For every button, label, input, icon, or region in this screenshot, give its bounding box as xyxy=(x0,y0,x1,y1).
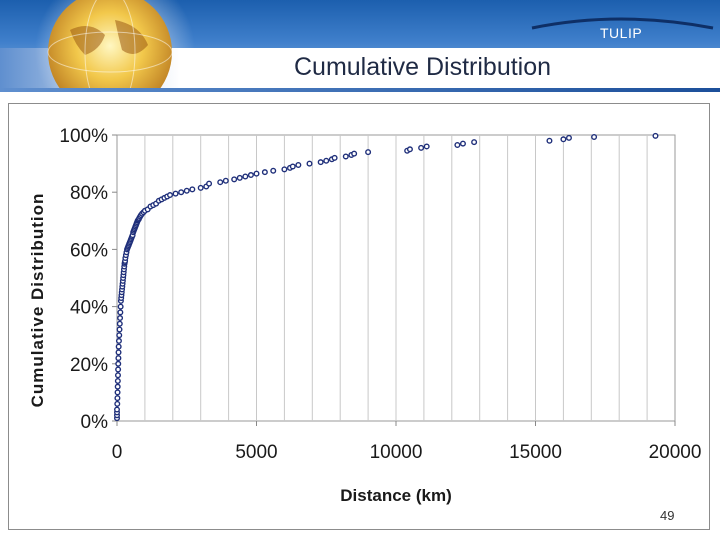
data-point xyxy=(418,144,425,151)
data-point xyxy=(114,377,121,384)
data-point xyxy=(242,173,249,180)
data-point xyxy=(206,180,213,187)
data-point xyxy=(167,192,174,199)
brand-swoosh xyxy=(531,17,714,30)
data-point xyxy=(183,187,190,194)
y-tick-label: 100% xyxy=(59,126,108,147)
data-point xyxy=(116,320,123,327)
data-point xyxy=(560,136,567,143)
y-tick-label: 20% xyxy=(70,355,108,376)
data-point xyxy=(342,153,349,160)
data-point xyxy=(115,366,122,373)
data-point xyxy=(289,163,296,170)
data-point xyxy=(331,154,338,161)
y-tick-label: 60% xyxy=(70,240,108,261)
globe-icon xyxy=(35,0,195,92)
data-point xyxy=(116,326,123,333)
data-point xyxy=(253,170,260,177)
data-point xyxy=(115,349,122,356)
data-point xyxy=(323,157,330,164)
data-point xyxy=(114,389,121,396)
cdf-chart: Cumulative Distribution Distance (km) 0%… xyxy=(28,126,702,505)
data-point xyxy=(114,372,121,379)
data-point xyxy=(423,143,430,150)
x-tick-label: 0 xyxy=(112,442,123,463)
data-point xyxy=(652,132,659,139)
data-point xyxy=(546,137,553,144)
data-point xyxy=(261,169,268,176)
y-tick-label: 80% xyxy=(70,183,108,204)
slide-header: TULIP Cumulative Distribution xyxy=(0,0,720,92)
data-point xyxy=(117,315,124,322)
data-point xyxy=(459,140,466,147)
data-point xyxy=(115,360,122,367)
x-axis-title: Distance (km) xyxy=(340,486,451,505)
data-point xyxy=(565,134,572,141)
y-axis-title: Cumulative Distribution xyxy=(28,193,47,408)
data-point xyxy=(231,176,238,183)
y-tick-label: 0% xyxy=(81,412,109,433)
data-point xyxy=(197,184,204,191)
data-point xyxy=(247,172,254,179)
data-point xyxy=(406,146,413,153)
brand-label: TULIP xyxy=(600,25,643,41)
header-divider xyxy=(0,88,720,92)
page-number: 49 xyxy=(660,508,675,523)
data-point xyxy=(116,332,123,339)
data-point xyxy=(115,337,122,344)
data-point xyxy=(117,303,124,310)
data-point xyxy=(178,189,185,196)
data-point xyxy=(281,166,288,173)
y-tick-label: 40% xyxy=(70,298,108,319)
data-point xyxy=(114,395,121,402)
x-tick-label: 10000 xyxy=(370,442,423,463)
data-point xyxy=(295,162,302,169)
data-point xyxy=(114,383,121,390)
data-point xyxy=(114,400,121,407)
data-point xyxy=(365,149,372,156)
slide-title: Cumulative Distribution xyxy=(294,53,552,81)
data-point xyxy=(113,406,120,413)
data-point xyxy=(117,309,124,316)
data-point xyxy=(317,159,324,166)
data-point xyxy=(306,160,313,167)
x-tick-label: 5000 xyxy=(235,442,277,463)
data-point xyxy=(217,179,224,186)
data-point xyxy=(115,343,122,350)
data-point xyxy=(115,355,122,362)
chart-frame: Cumulative Distribution Distance (km) 0%… xyxy=(8,103,710,530)
data-point xyxy=(222,177,229,184)
data-point xyxy=(189,186,196,193)
data-point xyxy=(270,167,277,174)
x-tick-label: 20000 xyxy=(649,442,702,463)
data-point xyxy=(454,142,461,149)
data-point xyxy=(471,139,478,146)
x-tick-label: 15000 xyxy=(509,442,562,463)
data-point xyxy=(591,134,598,141)
data-point xyxy=(351,150,358,157)
data-point xyxy=(236,174,243,181)
data-point xyxy=(172,190,179,197)
